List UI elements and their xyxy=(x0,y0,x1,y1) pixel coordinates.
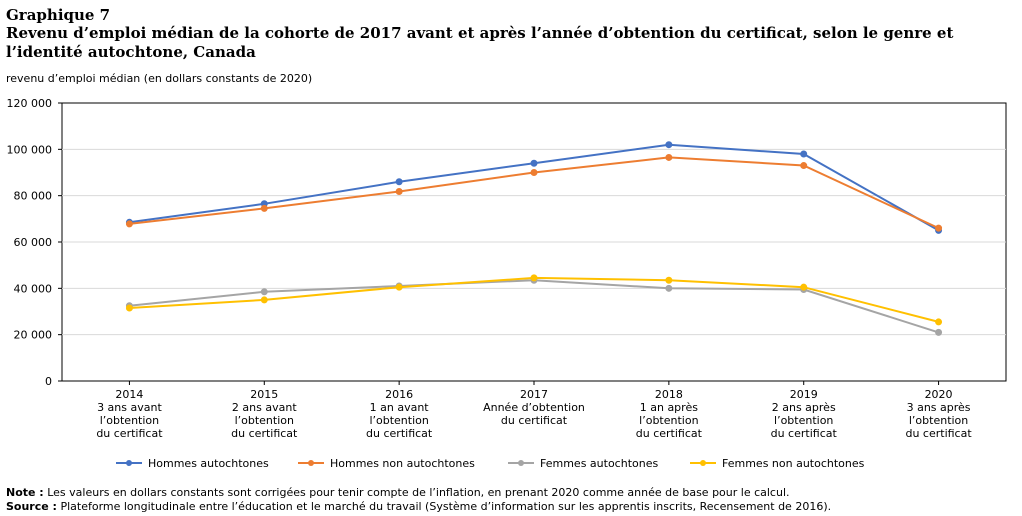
x-tick-label: 2017 xyxy=(520,388,548,401)
data-point xyxy=(395,187,403,195)
source-label: Source : xyxy=(6,500,57,513)
y-tick-label: 0 xyxy=(45,375,52,388)
x-tick-label: l’obtention xyxy=(774,414,833,427)
chart-header: Graphique 7 Revenu d’emploi médian de la… xyxy=(6,6,1006,62)
legend-label: Hommes autochtones xyxy=(148,457,269,470)
x-tick-label: 1 an après xyxy=(640,401,698,414)
legend-marker xyxy=(518,460,524,466)
x-tick-label: du certificat xyxy=(771,427,838,440)
y-tick-label: 80 000 xyxy=(14,190,53,203)
x-tick-label: du certificat xyxy=(636,427,703,440)
y-tick-label: 60 000 xyxy=(14,236,53,249)
x-tick-label: 2018 xyxy=(655,388,683,401)
data-point xyxy=(935,318,943,326)
data-point xyxy=(665,153,673,161)
data-point xyxy=(260,296,268,304)
data-point xyxy=(530,274,538,282)
x-tick-label: 1 an avant xyxy=(370,401,430,414)
chart-label: Graphique 7 xyxy=(6,6,111,24)
x-tick-label: l’obtention xyxy=(100,414,159,427)
source-line: Source : Plateforme longitudinale entre … xyxy=(6,500,831,514)
legend-marker xyxy=(308,460,314,466)
legend-label: Femmes autochtones xyxy=(540,457,658,470)
source-text: Plateforme longitudinale entre l’éducati… xyxy=(60,500,832,513)
x-tick-label: l’obtention xyxy=(909,414,968,427)
x-tick-label: du certificat xyxy=(96,427,163,440)
data-point xyxy=(935,328,943,336)
x-tick-label: 2019 xyxy=(790,388,818,401)
x-tick-label: du certificat xyxy=(366,427,433,440)
y-tick-label: 100 000 xyxy=(7,143,53,156)
data-point xyxy=(125,304,133,312)
data-point xyxy=(800,150,808,158)
x-tick-label: l’obtention xyxy=(235,414,294,427)
data-point xyxy=(530,169,538,176)
x-tick-label: 2020 xyxy=(925,388,953,401)
x-tick-label: l’obtention xyxy=(639,414,698,427)
y-axis-label: revenu d’emploi médian (en dollars const… xyxy=(6,72,313,85)
y-tick-label: 40 000 xyxy=(14,282,53,295)
x-tick-label: 3 ans après xyxy=(907,401,971,414)
x-tick-label: 2014 xyxy=(115,388,143,401)
data-point xyxy=(935,224,943,232)
series-line xyxy=(129,143,940,232)
x-tick-label: du certificat xyxy=(905,427,972,440)
x-tick-label: du certificat xyxy=(231,427,298,440)
legend-label: Hommes non autochtones xyxy=(330,457,475,470)
chart-notes: Note : Les valeurs en dollars constants … xyxy=(6,486,831,514)
x-tick-label: 2 ans avant xyxy=(232,401,297,414)
x-tick-label: 2016 xyxy=(385,388,413,401)
data-point xyxy=(260,288,268,296)
data-point xyxy=(530,159,538,167)
legend-marker xyxy=(126,460,132,466)
series-line xyxy=(129,276,939,323)
legend-marker xyxy=(700,460,706,466)
data-point xyxy=(665,141,673,149)
series-line xyxy=(129,156,940,230)
data-point xyxy=(800,162,808,170)
note-line: Note : Les valeurs en dollars constants … xyxy=(6,486,831,500)
x-tick-label: 3 ans avant xyxy=(97,401,162,414)
data-point xyxy=(395,178,403,186)
data-point xyxy=(260,204,268,212)
x-tick-label: 2 ans après xyxy=(772,401,836,414)
y-tick-label: 20 000 xyxy=(14,329,53,342)
data-point xyxy=(395,283,403,291)
data-point xyxy=(665,284,673,292)
y-tick-label: 120 000 xyxy=(7,97,53,110)
x-tick-label: Année d’obtention xyxy=(483,401,585,414)
x-tick-label: l’obtention xyxy=(369,414,428,427)
chart-title: Revenu d’emploi médian de la cohorte de … xyxy=(6,24,954,61)
note-text: Les valeurs en dollars constants sont co… xyxy=(47,486,790,499)
line-chart: 0 20 000 40 000 60 000 80 000 100 000 120 000 2… xyxy=(7,97,1007,470)
x-tick-label: du certificat xyxy=(501,414,568,427)
legend-label: Femmes non autochtones xyxy=(722,457,865,470)
note-label: Note : xyxy=(6,486,44,499)
x-tick-label: 2015 xyxy=(250,388,278,401)
data-point xyxy=(800,283,808,291)
data-point xyxy=(665,276,673,284)
data-point xyxy=(125,220,133,228)
